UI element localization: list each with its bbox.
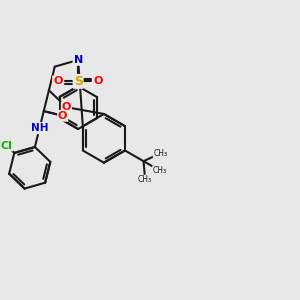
- Text: CH₃: CH₃: [153, 149, 167, 158]
- Text: O: O: [58, 111, 68, 121]
- Text: O: O: [62, 102, 71, 112]
- Text: Cl: Cl: [1, 140, 13, 151]
- Text: O: O: [53, 76, 62, 86]
- Text: NH: NH: [31, 123, 48, 133]
- Text: CH₃: CH₃: [138, 175, 152, 184]
- Text: O: O: [94, 76, 103, 86]
- Text: S: S: [74, 75, 82, 88]
- Text: N: N: [74, 55, 83, 65]
- Text: CH₃: CH₃: [152, 166, 167, 175]
